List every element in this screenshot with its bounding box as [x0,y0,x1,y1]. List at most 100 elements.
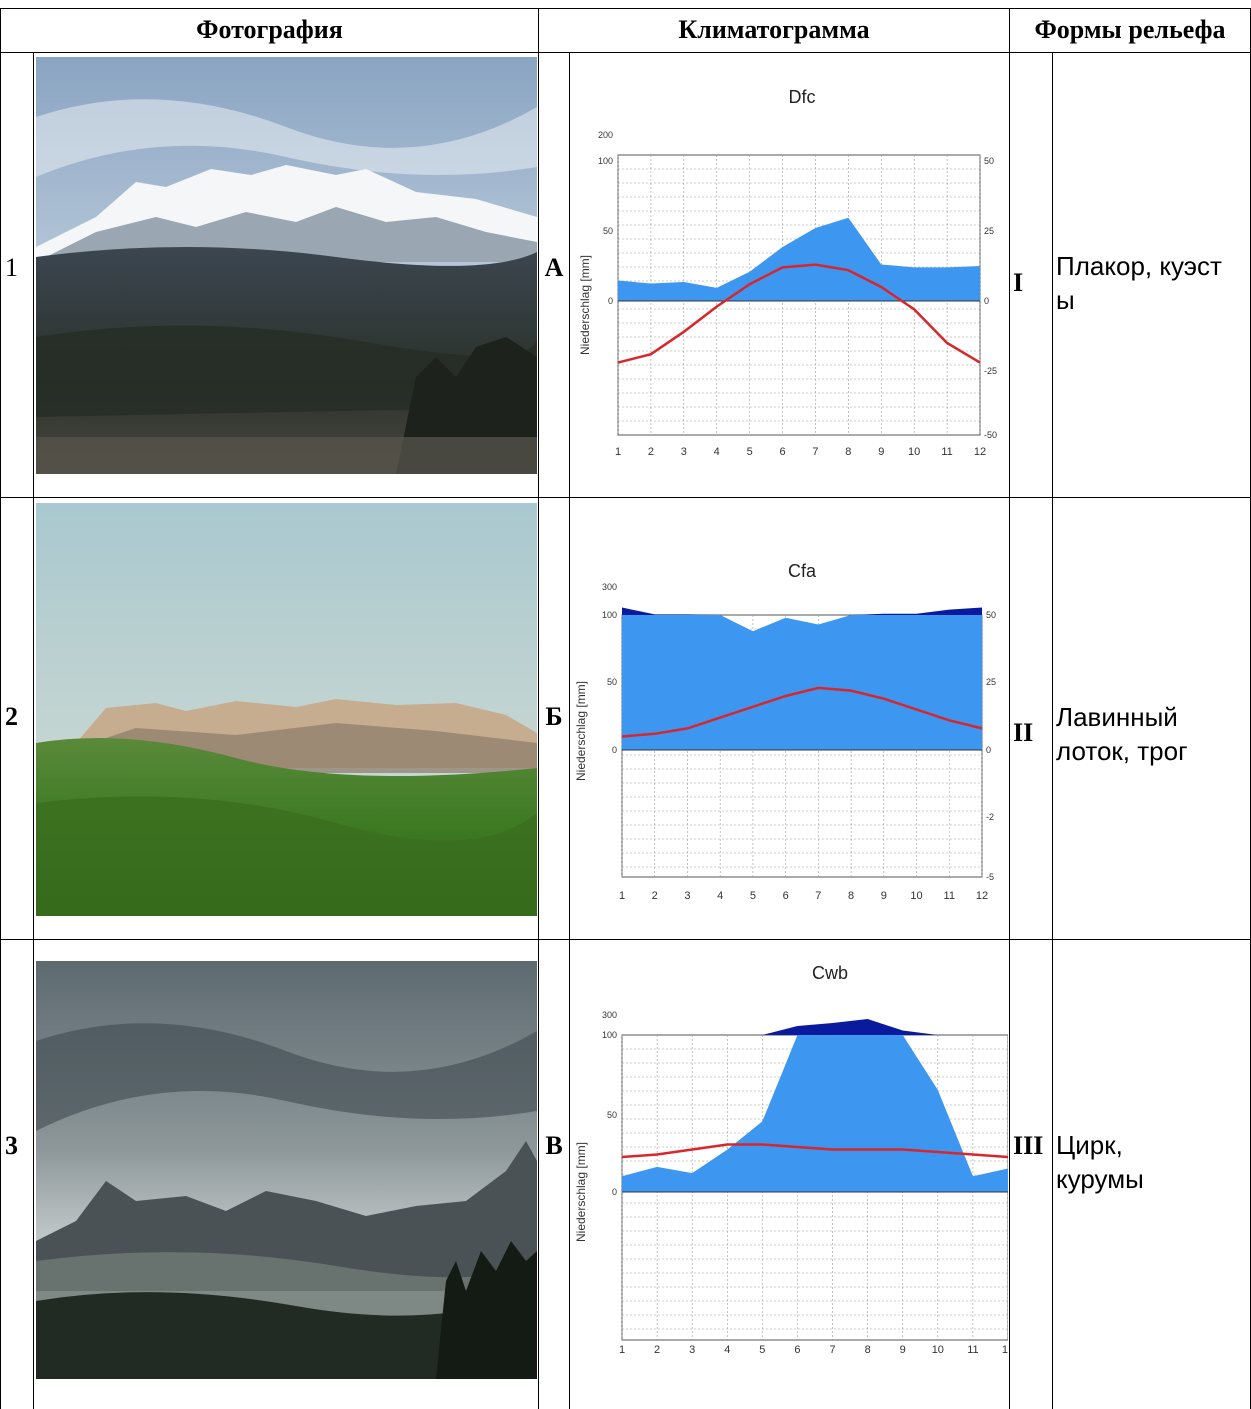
y-right-tick-label: 25 [984,226,994,236]
climatogram-letter-a: А [544,253,564,282]
snow-capped-mountain-photo [36,57,537,474]
y-left-tick-label: 0 [608,296,613,306]
table-top-border [0,8,1251,9]
col-num-divider [33,52,34,1409]
relief-roman-3: III [1013,1131,1044,1160]
temperature-line [621,686,983,738]
x-tick-label: 2 [648,446,654,458]
x-tick-label: 9 [881,890,887,902]
x-tick-label: 1 [619,890,625,902]
relief-text-3-line1: Цирк, [1056,1130,1123,1160]
climatogram-dfc: Dfc Niederschlag [mm] 1 2 3 4 5 6 7 8 9 10 11 12200… [578,87,997,458]
col-roman-divider [1052,52,1053,1409]
header-relief: Формы рельефа [1034,15,1226,44]
x-tick-label: 8 [845,446,851,458]
temperature-line [617,263,981,364]
x-tick-label: 3 [684,890,690,902]
row-number-1: 1 [5,253,18,282]
table-left-border [0,8,1,1409]
x-tick-label: 3 [689,1344,695,1356]
x-tick-label: 5 [759,1344,765,1356]
precipitation-excess-area [622,607,982,615]
x-tick-label: 4 [717,890,723,902]
x-tick-label: 8 [865,1344,871,1356]
y-left-tick-label: 50 [607,677,617,687]
x-tick-label: 4 [714,446,720,458]
x-tick-label: 12 [976,890,988,902]
row-number-3: 3 [5,1131,18,1160]
x-tick-label: 10 [908,446,920,458]
x-tick-label: 5 [747,446,753,458]
x-tick-label: 5 [750,890,756,902]
climatogram-cwb: Cwb Niederschlag [mm] 123456789101112300… [574,963,1008,1356]
x-tick-label: 2 [654,1344,660,1356]
y-right-tick-label: 25 [986,677,996,687]
climatogram-cfa: Cfa Niederschlag [mm] 1 2 3 4 5 6 7 8 9 10 11 12300… [574,561,996,902]
y-left-tick-label: 300 [602,1010,617,1020]
chart-title: Cwb [812,963,848,983]
x-tick-label: 12 [1002,1344,1008,1356]
chart-title: Cfa [788,561,817,581]
y-right-tick-label: 50 [984,156,994,166]
y-left-tick-label: 300 [602,582,617,592]
precipitation-area [622,1035,1008,1192]
y-left-tick-label: 200 [598,130,613,140]
y-right-tick-label: -5 [986,872,994,882]
temperature-line [621,1143,1008,1159]
relief-roman-2: II [1013,718,1034,747]
precipitation-excess-area [622,1019,1008,1035]
x-tick-label: 1 [619,1344,625,1356]
x-tick-label: 9 [900,1344,906,1356]
forested-ridge-photo [36,503,537,916]
col-photo-divider [538,8,539,1409]
col-chart-divider [1009,8,1010,1409]
precipitation-area [622,615,982,750]
y-right-tick-label: -50 [984,430,997,440]
chart-ylabel: Niederschlag [mm] [574,1142,588,1242]
relief-text-3: Цирк, курумы [1056,1128,1251,1196]
row1-bottom-border [0,497,1251,498]
x-tick-label: 8 [848,890,854,902]
x-tick-label: 7 [812,446,818,458]
x-tick-label: 7 [829,1344,835,1356]
y-left-tick-label: 100 [598,156,613,166]
y-left-tick-label: 100 [602,1030,617,1040]
col-letter-divider [569,52,570,1409]
rocky-peaks-cloudy-photo [36,961,537,1379]
row-number-2: 2 [5,702,18,731]
x-tick-label: 12 [974,446,986,458]
y-right-tick-label: 0 [986,745,991,755]
relief-text-1: Плакор, куэст ы [1056,249,1251,317]
y-right-tick-label: -25 [984,366,997,376]
y-left-tick-label: 0 [612,1187,617,1197]
y-right-tick-label: -2 [986,812,994,822]
chart-title: Dfc [789,87,816,107]
x-tick-label: 3 [681,446,687,458]
header-photo: Фотография [196,15,343,44]
x-tick-label: 2 [652,890,658,902]
header-climatogram: Климатограмма [678,15,870,44]
x-tick-label: 10 [932,1344,944,1356]
x-tick-label: 6 [779,446,785,458]
x-tick-label: 11 [944,890,955,902]
precipitation-area [618,217,980,301]
relief-text-2-line1: Лавинный [1056,702,1178,732]
row2-bottom-border [0,939,1251,940]
y-right-tick-label: 50 [986,610,996,620]
x-tick-label: 9 [878,446,884,458]
climatogram-letter-b: Б [545,702,563,731]
x-tick-label: 7 [815,890,821,902]
relief-text-1-line1: Плакор, куэст [1056,251,1222,281]
y-left-tick-label: 100 [602,610,617,620]
x-tick-label: 10 [910,890,922,902]
relief-text-1-line2: ы [1056,285,1075,315]
chart-ylabel: Niederschlag [mm] [574,681,588,781]
y-left-tick-label: 50 [603,226,613,236]
x-tick-label: 4 [724,1344,730,1356]
climatogram-letter-v: В [545,1131,563,1160]
relief-text-2-line2: лоток, трог [1056,736,1188,766]
y-left-tick-label: 0 [612,745,617,755]
